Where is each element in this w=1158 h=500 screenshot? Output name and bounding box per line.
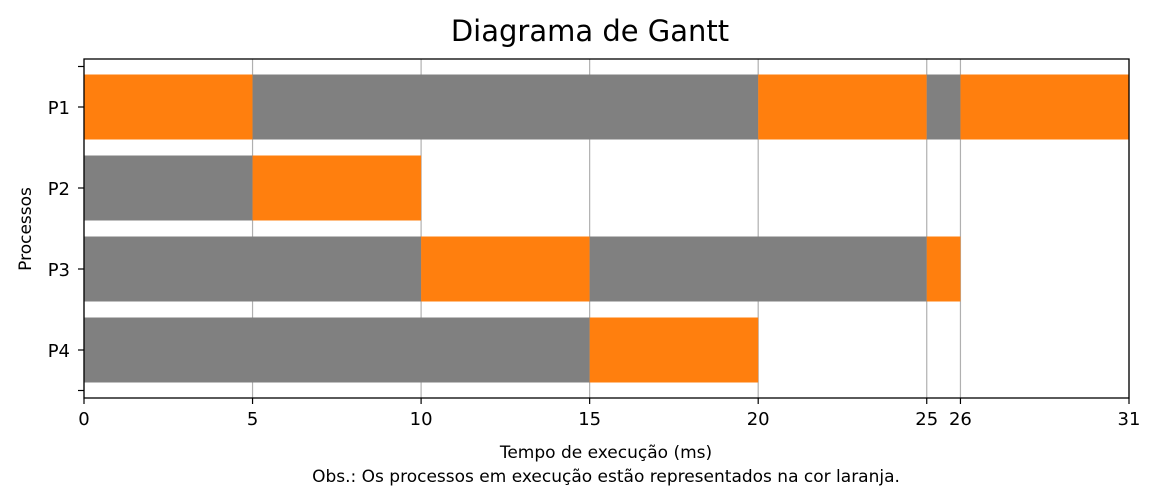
bars (84, 74, 1129, 383)
x-tick-label: 15 (578, 409, 601, 430)
bar-p3-waiting (84, 236, 422, 302)
x-tick-label: 31 (1118, 409, 1141, 430)
chart-title: Diagrama de Gantt (451, 14, 729, 48)
footnote: Obs.: Os processos em execução estão rep… (312, 467, 900, 487)
y-tick-label: P2 (48, 179, 70, 200)
x-tick-label: 26 (949, 409, 972, 430)
y-tick-label: P3 (48, 260, 70, 281)
bar-p1-waiting (926, 74, 961, 140)
x-axis-label: Tempo de execução (ms) (499, 443, 712, 463)
bar-p4-running (589, 317, 759, 383)
bar-p4-waiting (84, 317, 590, 383)
y-axis-label: Processos (16, 187, 36, 271)
bar-p1-running (758, 74, 927, 140)
y-tick-label: P4 (48, 341, 70, 362)
bar-p3-running (421, 236, 590, 302)
y-axis: P1 P2 P3 P4 (48, 65, 84, 392)
bar-p1-running (960, 74, 1129, 140)
x-axis: 0 5 10 15 20 25 26 31 (78, 398, 1140, 430)
x-tick-label: 5 (247, 409, 258, 430)
bar-p3-running (926, 236, 961, 302)
bar-p3-waiting (589, 236, 927, 302)
x-tick-label: 10 (410, 409, 433, 430)
x-tick-label: 20 (747, 409, 770, 430)
y-tick-label: P1 (48, 98, 70, 119)
bar-p2-waiting (84, 155, 253, 221)
bar-p2-running (252, 155, 422, 221)
x-tick-label: 0 (78, 409, 89, 430)
bar-p1-running (84, 74, 253, 140)
bar-p1-waiting (252, 74, 759, 140)
x-tick-label: 25 (915, 409, 938, 430)
plot-frame (83, 58, 1130, 399)
